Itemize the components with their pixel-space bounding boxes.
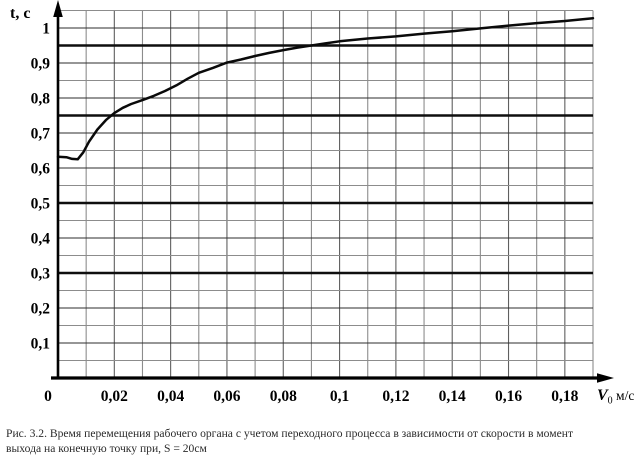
x-tick-label: 0,16: [495, 388, 522, 405]
caption-line-1: Рис. 3.2. Время перемещения рабочего орг…: [6, 427, 574, 440]
y-tick-label: 1: [42, 21, 50, 38]
x-tick-label: 0,04: [157, 388, 184, 405]
x-tick-label: 0,02: [101, 388, 128, 405]
x-tick-label: 0,06: [213, 388, 240, 405]
x-tick-label: 0,08: [270, 388, 297, 405]
x-tick-label: 0: [44, 388, 52, 405]
y-tick-label: 0,1: [31, 336, 50, 353]
data-curve: [56, 16, 595, 161]
x-tick-label: 0,1: [330, 388, 349, 405]
y-axis-arrow-icon: [53, 0, 63, 17]
x-axis-title: V0 м/с: [597, 387, 634, 407]
chart-area: 1 0,9 0,8 0,7 0,6 0,5 0,4 0,3 0,2 0,1 0 0,02 0,04 0,0…: [10, 0, 634, 407]
x-tick-label: 0,18: [551, 388, 578, 405]
y-tick-label: 0,7: [31, 126, 51, 143]
x-tick-label: 0,12: [382, 388, 409, 405]
y-tick-label: 0,3: [31, 266, 51, 283]
y-tick-label: 0,2: [31, 301, 51, 318]
figure-caption: Рис. 3.2. Время перемещения рабочего орг…: [6, 426, 630, 456]
x-tick-label: 0,14: [439, 388, 466, 405]
caption-line-2: выхода на конечную точку при, S = 20см: [6, 442, 207, 456]
y-axis-title: t, c: [10, 5, 30, 22]
x-axis-arrow-icon: [597, 373, 614, 383]
y-tick-label: 0,4: [31, 231, 51, 248]
line-chart: 1 0,9 0,8 0,7 0,6 0,5 0,4 0,3 0,2 0,1 0 0,02 0,04 0,0…: [10, 0, 634, 407]
y-tick-label: 0,8: [31, 91, 51, 108]
y-tick-label: 0,6: [31, 161, 51, 178]
y-tick-label: 0,5: [31, 196, 51, 213]
y-tick-label: 0,9: [31, 56, 51, 73]
